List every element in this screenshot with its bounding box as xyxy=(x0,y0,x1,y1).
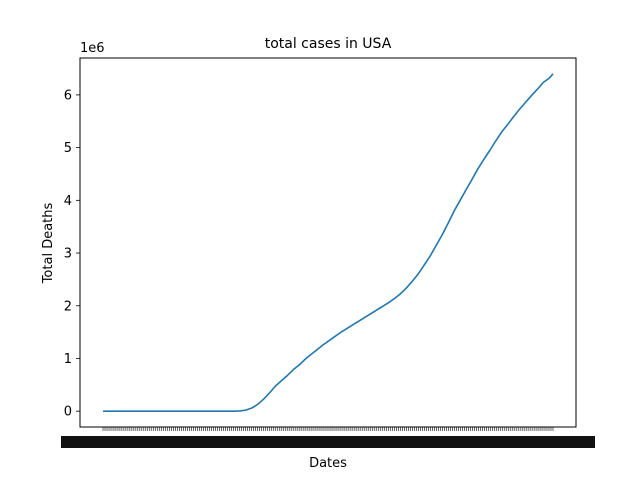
y-axis-label: Total Deaths xyxy=(41,202,56,284)
y-tick-label: 0 xyxy=(64,405,72,420)
y-tick-label: 1 xyxy=(64,352,72,367)
y-axis-ticks: 0 1 2 3 4 5 6 xyxy=(64,88,80,420)
series-layer xyxy=(103,73,554,412)
y-tick-label: 4 xyxy=(64,194,72,209)
x-axis-label: Dates xyxy=(309,456,347,471)
y-tick-label: 5 xyxy=(64,141,72,156)
chart-title: total cases in USA xyxy=(265,36,392,52)
y-tick-label: 6 xyxy=(64,88,72,103)
plot-area-frame xyxy=(79,57,577,428)
x-axis-ticks xyxy=(61,427,595,448)
series-line xyxy=(103,73,554,412)
y-tick-label: 3 xyxy=(64,247,72,262)
x-tick-labels-overlap xyxy=(61,436,595,448)
y-axis-offset-label: 1e6 xyxy=(80,41,105,56)
y-tick-label: 2 xyxy=(64,299,72,314)
